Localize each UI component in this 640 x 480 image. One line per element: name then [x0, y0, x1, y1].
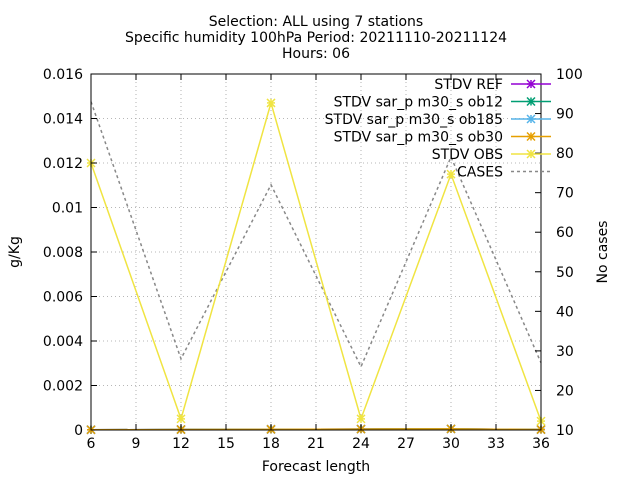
x-tick-label: 27	[397, 436, 415, 452]
x-tick-label: 36	[532, 436, 550, 452]
y2-tick-label: 10	[556, 423, 574, 439]
x-tick-label: 15	[217, 436, 235, 452]
x-axis-label: Forecast length	[262, 459, 370, 475]
chart-title-line-2: Specific humidity 100hPa Period: 2021111…	[125, 30, 507, 46]
x-tick-label: 18	[262, 436, 280, 452]
y2-tick-label: 20	[556, 383, 574, 399]
x-tick-label: 9	[132, 436, 141, 452]
data-point-stdv-obs	[356, 414, 366, 424]
y2-tick-label: 70	[556, 186, 574, 202]
legend-marker-stdv-sar-p-m30-s-ob12	[526, 96, 536, 107]
legend-marker-stdv-sar-p-m30-s-ob185	[526, 114, 536, 124]
y-axis-label: g/Kg	[7, 236, 23, 268]
grid-lines	[91, 74, 541, 430]
y2-axis-label: No cases	[595, 221, 611, 284]
legend-label-stdv-ref: STDV REF	[434, 77, 503, 93]
y-tick-label: 0.004	[43, 334, 83, 350]
legend-marker-stdv-ref	[526, 79, 536, 89]
y2-tick-label: 80	[556, 146, 574, 162]
y2-tick-label: 30	[556, 344, 574, 360]
x-tick-label: 21	[307, 436, 325, 452]
data-point-stdv-obs	[176, 414, 186, 424]
x-tick-label: 12	[172, 436, 190, 452]
chart-title-line-1: Selection: ALL using 7 stations	[209, 14, 423, 30]
y2-tick-label: 90	[556, 107, 574, 123]
y-tick-label: 0.014	[43, 112, 83, 128]
y2-tick-label: 40	[556, 304, 574, 320]
y2-tick-label: 100	[556, 67, 583, 83]
x-tick-label: 30	[442, 436, 460, 452]
legend-label-stdv-sar-p-m30-s-ob12: STDV sar_p m30_s ob12	[334, 95, 503, 111]
data-point-stdv-obs	[446, 169, 456, 179]
y-tick-label: 0.012	[43, 156, 83, 172]
y2-tick-label: 60	[556, 225, 574, 241]
series-line-cases	[90, 101, 542, 369]
legend-label-cases: CASES	[457, 165, 503, 181]
legend-marker-stdv-sar-p-m30-s-ob30	[526, 131, 536, 142]
y2-tick-label: 50	[556, 265, 574, 281]
x-tick-label: 33	[487, 436, 505, 452]
chart-title-line-3: Hours: 06	[282, 46, 350, 62]
y-tick-label: 0.002	[43, 379, 83, 395]
series-line-stdv-obs	[90, 100, 542, 422]
axis-ticks: 6 9 12 15 18 21 24 27 30 33 36 0 0.002 0.004 0.006 0.00…	[43, 67, 583, 452]
y-tick-label: 0.016	[43, 67, 83, 83]
legend-label-stdv-sar-p-m30-s-ob185: STDV sar_p m30_s ob185	[325, 112, 503, 128]
x-tick-label: 24	[352, 436, 370, 452]
x-tick-label: 6	[87, 436, 96, 452]
legend-label-stdv-obs: STDV OBS	[432, 147, 503, 163]
legend-label-stdv-sar-p-m30-s-ob30: STDV sar_p m30_s ob30	[334, 130, 503, 146]
y-tick-label: 0	[74, 423, 83, 439]
y-tick-label: 0.006	[43, 290, 83, 306]
data-point-stdv-obs	[266, 98, 276, 108]
legend-marker-stdv-obs	[526, 149, 536, 159]
y-tick-label: 0.008	[43, 245, 83, 261]
y-tick-label: 0.01	[52, 201, 83, 217]
